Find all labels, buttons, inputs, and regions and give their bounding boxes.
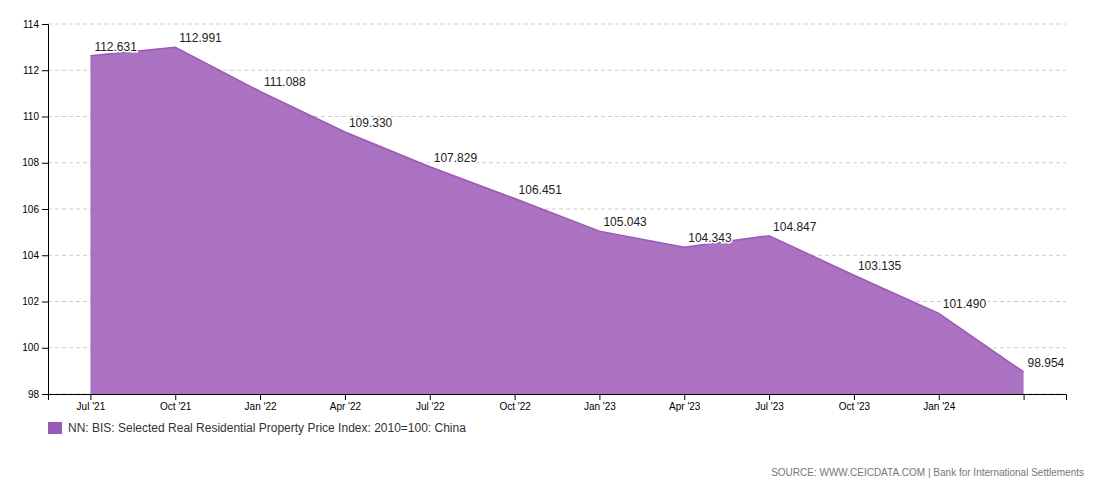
y-tick: 112 [23, 65, 48, 76]
x-tick: Jan '23 [584, 394, 616, 412]
y-axis-line [42, 25, 49, 395]
data-label: 101.490 [943, 297, 987, 311]
x-tick-mark [345, 394, 346, 400]
x-tick: Oct '22 [499, 394, 531, 412]
y-axis: 98 100 102 104 106 108 110 112 114 [22, 19, 48, 400]
x-tick: Oct '21 [160, 394, 192, 412]
y-tick: 98 [28, 389, 48, 400]
y-tick-mark [42, 163, 48, 164]
y-tick: 102 [22, 296, 48, 307]
data-label: 111.088 [264, 75, 306, 89]
data-label: 112.991 [179, 31, 222, 45]
data-label: 104.847 [773, 220, 817, 234]
x-tick: Oct '23 [839, 394, 871, 412]
x-tick-label: Oct '23 [839, 401, 871, 412]
x-tick-mark [599, 394, 600, 400]
x-tick-mark [854, 394, 855, 400]
y-tick-mark [42, 117, 48, 118]
y-tick-mark [42, 348, 48, 349]
x-tick-label: Jan '22 [245, 401, 277, 412]
grid-line [48, 24, 1066, 25]
data-label: 103.135 [858, 259, 902, 273]
y-tick-mark [42, 209, 48, 210]
y-tick-label: 112 [23, 65, 39, 76]
x-tick-mark [90, 394, 91, 400]
x-tick-mark [769, 394, 770, 400]
x-tick: Jan '24 [923, 394, 955, 412]
y-tick-label: 102 [22, 296, 39, 307]
x-tick: Jul '21 [77, 394, 106, 412]
y-tick-mark [42, 255, 48, 256]
x-tick-mark [260, 394, 261, 400]
legend: NN: BIS: Selected Real Residential Prope… [48, 421, 466, 435]
legend-swatch [48, 422, 62, 434]
data-label: 106.451 [519, 183, 563, 197]
y-tick-label: 98 [28, 389, 40, 400]
x-tick-mark [1024, 394, 1025, 400]
y-tick: 110 [23, 111, 48, 122]
x-tick-mark [684, 394, 685, 400]
x-tick [1024, 394, 1025, 400]
y-tick-label: 104 [22, 250, 39, 261]
x-tick-label: Jan '23 [584, 401, 616, 412]
y-tick: 108 [22, 157, 48, 168]
grid [48, 24, 1066, 394]
x-tick: Apr '23 [669, 394, 701, 412]
data-label: 112.631 [94, 40, 137, 54]
y-tick: 100 [22, 342, 48, 353]
data-label: 98.954 [1028, 356, 1065, 370]
y-tick: 114 [23, 19, 48, 30]
x-tick-mark [175, 394, 176, 400]
x-tick-label: Jul '21 [77, 401, 106, 412]
x-tick-mark [430, 394, 431, 400]
x-tick-label: Oct '22 [499, 401, 531, 412]
data-label: 107.829 [434, 151, 478, 165]
data-label: 105.043 [603, 215, 647, 229]
x-tick: Jan '22 [245, 394, 277, 412]
area [90, 47, 1023, 394]
x-tick-label: Jul '23 [755, 401, 784, 412]
x-tick-mark [515, 394, 516, 400]
x-tick: Jul '22 [416, 394, 445, 412]
y-tick-mark [42, 70, 48, 71]
y-tick: 106 [22, 204, 48, 215]
y-tick-mark [42, 302, 48, 303]
y-tick-label: 114 [23, 19, 39, 30]
y-tick-mark [42, 24, 48, 25]
source: SOURCE: WWW.CEICDATA.COM | Bank for Inte… [771, 467, 1084, 478]
line [90, 47, 1023, 372]
data-label: 109.330 [349, 116, 393, 130]
legend-label: NN: BIS: Selected Real Residential Prope… [68, 421, 466, 435]
marks [90, 47, 1023, 394]
y-tick-label: 110 [23, 111, 39, 122]
legend-item: NN: BIS: Selected Real Residential Prope… [48, 421, 466, 435]
data-labels: 112.631 112.991 111.088 109.330 107.829 106.4… [94, 31, 1064, 370]
x-tick-label: Apr '23 [669, 401, 701, 412]
chart: Jul '21 Oct '21 Jan '22 Apr '22 Jul '22 Oct '… [0, 0, 1096, 484]
x-tick: Apr '22 [330, 394, 362, 412]
y-tick-label: 108 [22, 157, 39, 168]
x-axis-line [49, 395, 1067, 401]
y-tick-label: 106 [22, 204, 39, 215]
y-tick-label: 100 [22, 342, 39, 353]
x-tick-label: Oct '21 [160, 401, 192, 412]
x-tick-label: Apr '22 [330, 401, 362, 412]
x-tick-mark [939, 394, 940, 400]
data-label: 104.343 [688, 231, 732, 245]
x-tick-label: Jul '22 [416, 401, 445, 412]
x-tick: Jul '23 [755, 394, 784, 412]
x-tick-label: Jan '24 [923, 401, 955, 412]
x-axis: Jul '21 Oct '21 Jan '22 Apr '22 Jul '22 Oct '… [49, 394, 1067, 412]
y-tick: 104 [22, 250, 48, 261]
y-tick-mark [42, 394, 48, 395]
plot: Jul '21 Oct '21 Jan '22 Apr '22 Jul '22 Oct '… [22, 19, 1066, 412]
